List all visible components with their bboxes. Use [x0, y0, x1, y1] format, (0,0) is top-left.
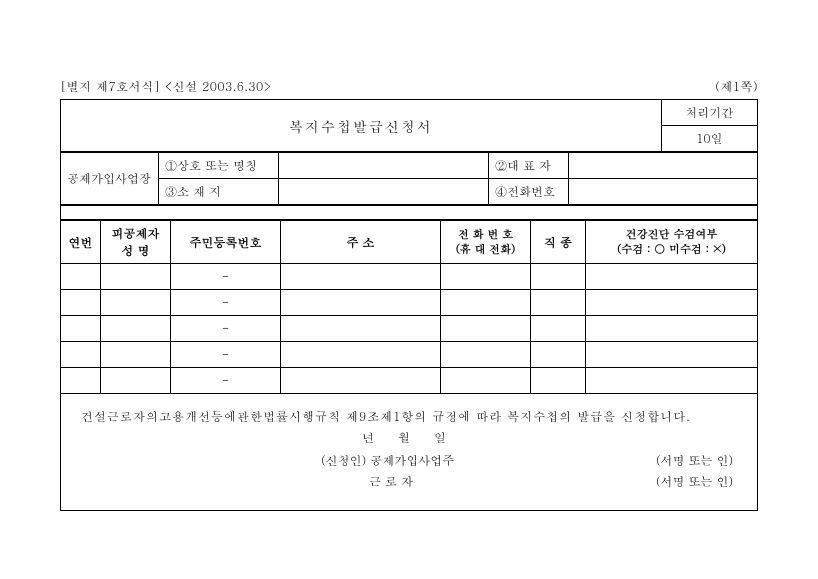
field-company-name-label: ①상호 또는 명칭: [159, 153, 279, 179]
cell-job[interactable]: [531, 290, 586, 316]
cell-phone[interactable]: [441, 290, 531, 316]
employer-label: 공제가입사업장: [61, 153, 159, 205]
table-row: -: [61, 264, 758, 290]
cell-rrn[interactable]: -: [171, 368, 281, 394]
applicant-label: (신청인) 공제가입사업주: [317, 450, 514, 471]
cell-name[interactable]: [101, 368, 171, 394]
table-row: -: [61, 368, 758, 394]
cell-phone[interactable]: [441, 342, 531, 368]
cell-no[interactable]: [61, 368, 101, 394]
cell-health[interactable]: [586, 342, 758, 368]
employer-table: 공제가입사업장 ①상호 또는 명칭 ②대 표 자 ③소 재 지 ④전화번호: [60, 152, 758, 205]
col-phone: 전 화 번 호 (휴 대 전화): [441, 221, 531, 264]
cell-health[interactable]: [586, 290, 758, 316]
cell-job[interactable]: [531, 316, 586, 342]
cell-job[interactable]: [531, 368, 586, 394]
processing-label: 처리기간: [661, 100, 757, 126]
cell-addr[interactable]: [281, 316, 441, 342]
title-table: 복지수첩발급신청서 처리기간 10일: [60, 99, 758, 152]
cell-no[interactable]: [61, 264, 101, 290]
worker-sign: (서명 또는 인): [632, 471, 737, 492]
col-health: 건강진단 수검여부 (수검 : ○ 미수검 : ×): [586, 221, 758, 264]
processing-value: 10일: [661, 126, 757, 152]
col-name: 피공제자 성 명: [101, 221, 171, 264]
date-month-label: 월: [398, 429, 420, 446]
date-year-label: 년: [362, 429, 384, 446]
worker-label: 근 로 자: [317, 471, 514, 492]
cell-phone[interactable]: [441, 264, 531, 290]
signature-rows: (신청인) 공제가입사업주 (서명 또는 인) 근 로 자 (서명 또는 인): [81, 450, 737, 492]
field-address-label: ③소 재 지: [159, 179, 279, 205]
cell-rrn[interactable]: -: [171, 264, 281, 290]
cell-job[interactable]: [531, 342, 586, 368]
declaration-text: 건설근로자의고용개선등에관한법률시행규칙 제9조제1항의 규정에 따라 복지수첩…: [81, 408, 737, 425]
table-row: -: [61, 316, 758, 342]
col-job: 직 종: [531, 221, 586, 264]
cell-health[interactable]: [586, 316, 758, 342]
cell-addr[interactable]: [281, 368, 441, 394]
page-root: [별지 제7호서식] <신설 2003.6.30> (제1쪽) 복지수첩발급신청…: [0, 0, 818, 579]
cell-no[interactable]: [61, 316, 101, 342]
spacer-table: [60, 205, 758, 220]
cell-phone[interactable]: [441, 316, 531, 342]
field-representative[interactable]: [569, 153, 758, 179]
date-day-label: 일: [434, 429, 456, 446]
page-number: (제1쪽): [715, 78, 758, 95]
field-address[interactable]: [279, 179, 489, 205]
form-code: [별지 제7호서식] <신설 2003.6.30>: [60, 78, 272, 95]
table-row: -: [61, 342, 758, 368]
cell-addr[interactable]: [281, 264, 441, 290]
cell-addr[interactable]: [281, 290, 441, 316]
cell-job[interactable]: [531, 264, 586, 290]
cell-name[interactable]: [101, 264, 171, 290]
cell-name[interactable]: [101, 290, 171, 316]
cell-phone[interactable]: [441, 368, 531, 394]
field-representative-label: ②대 표 자: [489, 153, 569, 179]
table-row: -: [61, 290, 758, 316]
form-title: 복지수첩발급신청서: [61, 100, 662, 152]
col-no: 연번: [61, 221, 101, 264]
cell-rrn[interactable]: -: [171, 290, 281, 316]
cell-rrn[interactable]: -: [171, 316, 281, 342]
date-line: 년 월 일: [81, 429, 737, 446]
cell-addr[interactable]: [281, 342, 441, 368]
col-rrn: 주민등록번호: [171, 221, 281, 264]
field-company-name[interactable]: [279, 153, 489, 179]
applicant-sign: (서명 또는 인): [632, 450, 737, 471]
worker-list-table: 연번 피공제자 성 명 주민등록번호 주 소 전 화 번 호 (휴 대 전화) …: [60, 220, 758, 394]
cell-rrn[interactable]: -: [171, 342, 281, 368]
spacer: [61, 206, 758, 220]
cell-name[interactable]: [101, 316, 171, 342]
cell-no[interactable]: [61, 290, 101, 316]
cell-name[interactable]: [101, 342, 171, 368]
col-addr: 주 소: [281, 221, 441, 264]
field-phone[interactable]: [569, 179, 758, 205]
top-header: [별지 제7호서식] <신설 2003.6.30> (제1쪽): [60, 78, 758, 95]
cell-health[interactable]: [586, 264, 758, 290]
declaration-block: 건설근로자의고용개선등에관한법률시행규칙 제9조제1항의 규정에 따라 복지수첩…: [60, 394, 758, 511]
cell-no[interactable]: [61, 342, 101, 368]
cell-health[interactable]: [586, 368, 758, 394]
field-phone-label: ④전화번호: [489, 179, 569, 205]
